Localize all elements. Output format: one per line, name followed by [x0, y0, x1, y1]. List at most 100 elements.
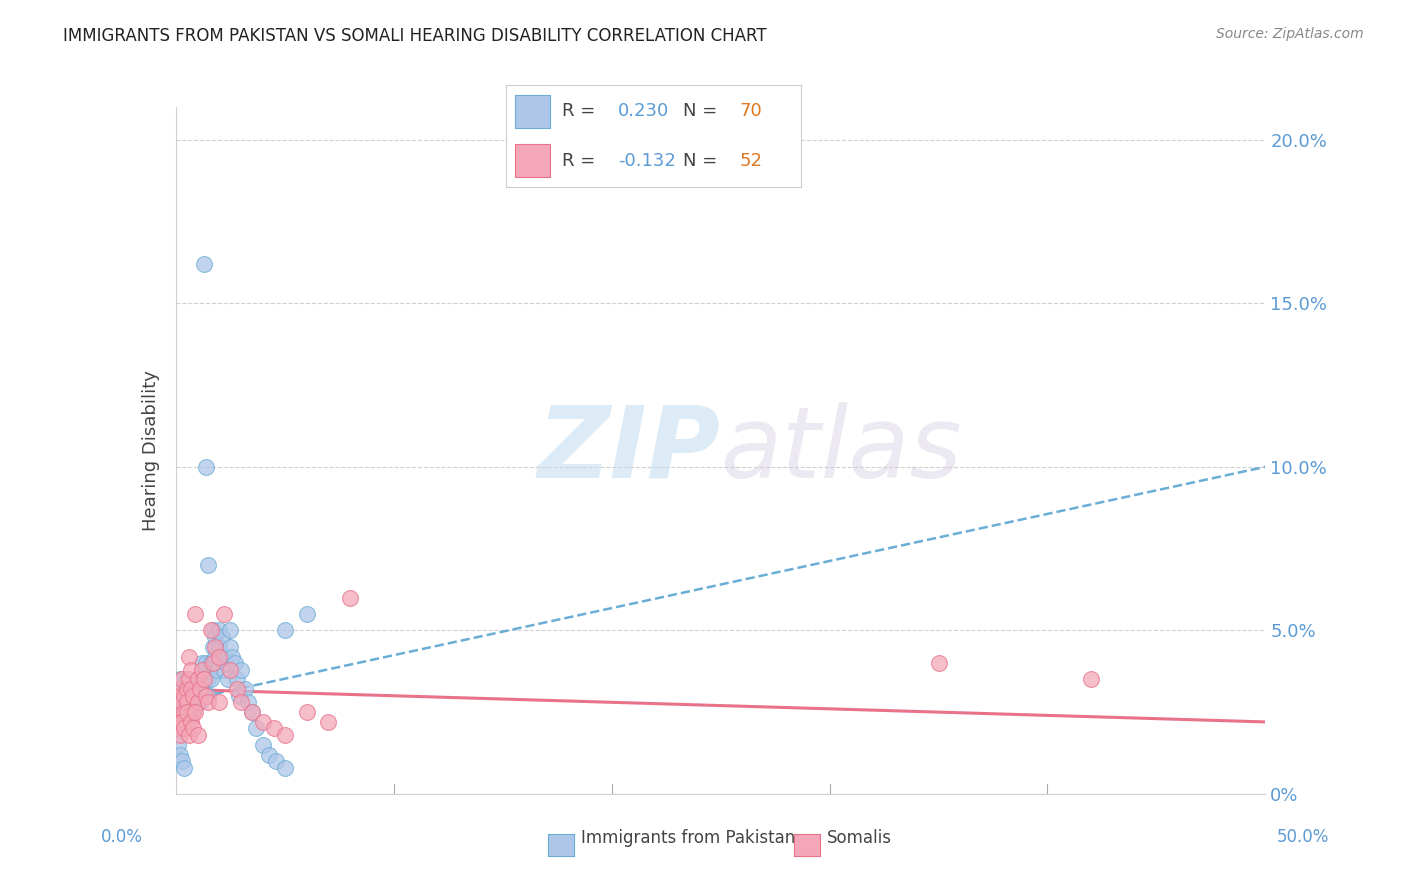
- Point: [180, 682, 202, 697]
- Point: [181, 722, 204, 736]
- Point: [208, 649, 231, 664]
- Point: [180, 714, 202, 729]
- Point: [193, 682, 215, 697]
- Point: [172, 705, 194, 719]
- Point: [201, 624, 224, 638]
- Point: [167, 705, 190, 719]
- Text: 0.0%: 0.0%: [101, 828, 143, 846]
- Point: [204, 640, 226, 654]
- Point: [195, 689, 218, 703]
- Point: [295, 705, 318, 719]
- Point: [208, 624, 231, 638]
- Point: [236, 695, 259, 709]
- Point: [173, 689, 195, 703]
- Point: [225, 682, 247, 697]
- Point: [228, 689, 250, 703]
- Text: 52: 52: [740, 152, 762, 169]
- Point: [167, 689, 190, 703]
- Point: [225, 673, 247, 687]
- Point: [217, 673, 239, 687]
- Point: [167, 705, 190, 719]
- Text: R =: R =: [562, 103, 602, 120]
- Point: [191, 673, 214, 687]
- Point: [176, 705, 198, 719]
- Point: [169, 689, 191, 703]
- Point: [173, 689, 195, 703]
- Point: [264, 754, 287, 768]
- Point: [172, 754, 194, 768]
- Point: [212, 649, 235, 664]
- Point: [186, 728, 209, 742]
- Point: [197, 673, 219, 687]
- Point: [219, 640, 242, 654]
- Point: [274, 624, 297, 638]
- Point: [169, 722, 191, 736]
- Point: [224, 656, 246, 670]
- Point: [167, 738, 190, 752]
- Point: [1080, 673, 1102, 687]
- Point: [181, 689, 204, 703]
- Point: [274, 761, 297, 775]
- Point: [195, 656, 218, 670]
- Point: [245, 722, 267, 736]
- Point: [200, 673, 222, 687]
- Point: [169, 714, 191, 729]
- Point: [215, 656, 238, 670]
- Point: [188, 695, 211, 709]
- Point: [193, 663, 215, 677]
- Point: [176, 673, 198, 687]
- Point: [191, 656, 214, 670]
- Point: [177, 689, 200, 703]
- Text: N =: N =: [683, 103, 723, 120]
- Bar: [515, 145, 550, 177]
- Point: [176, 695, 198, 709]
- Point: [197, 695, 219, 709]
- Text: -0.132: -0.132: [619, 152, 676, 169]
- Text: atlas: atlas: [721, 402, 962, 499]
- Point: [205, 663, 228, 677]
- Point: [240, 705, 263, 719]
- Point: [172, 714, 194, 729]
- Point: [177, 728, 200, 742]
- Text: 0.230: 0.230: [619, 103, 669, 120]
- Point: [181, 705, 204, 719]
- Point: [318, 714, 340, 729]
- Point: [201, 640, 224, 654]
- Point: [181, 705, 204, 719]
- Point: [339, 591, 361, 605]
- Point: [252, 738, 274, 752]
- Point: [169, 673, 191, 687]
- Point: [263, 722, 285, 736]
- Point: [212, 663, 235, 677]
- Point: [172, 682, 194, 697]
- Point: [208, 695, 231, 709]
- Point: [173, 698, 195, 713]
- Text: N =: N =: [683, 152, 723, 169]
- Text: Immigrants from Pakistan: Immigrants from Pakistan: [581, 829, 794, 847]
- Point: [180, 695, 202, 709]
- Point: [186, 695, 209, 709]
- Point: [172, 695, 194, 709]
- Point: [235, 682, 257, 697]
- Point: [177, 673, 200, 687]
- Point: [219, 624, 242, 638]
- Point: [193, 673, 215, 687]
- Point: [186, 673, 209, 687]
- Point: [259, 747, 281, 762]
- Point: [173, 705, 195, 719]
- Point: [191, 663, 214, 677]
- Point: [177, 705, 200, 719]
- Point: [188, 682, 211, 697]
- Point: [176, 714, 198, 729]
- Bar: [515, 95, 550, 128]
- Point: [180, 663, 202, 677]
- Point: [184, 607, 207, 621]
- Point: [167, 722, 190, 736]
- Point: [186, 689, 209, 703]
- Text: R =: R =: [562, 152, 602, 169]
- Point: [169, 728, 191, 742]
- Point: [200, 656, 222, 670]
- Point: [240, 705, 263, 719]
- Text: Somalis: Somalis: [827, 829, 891, 847]
- Point: [173, 722, 195, 736]
